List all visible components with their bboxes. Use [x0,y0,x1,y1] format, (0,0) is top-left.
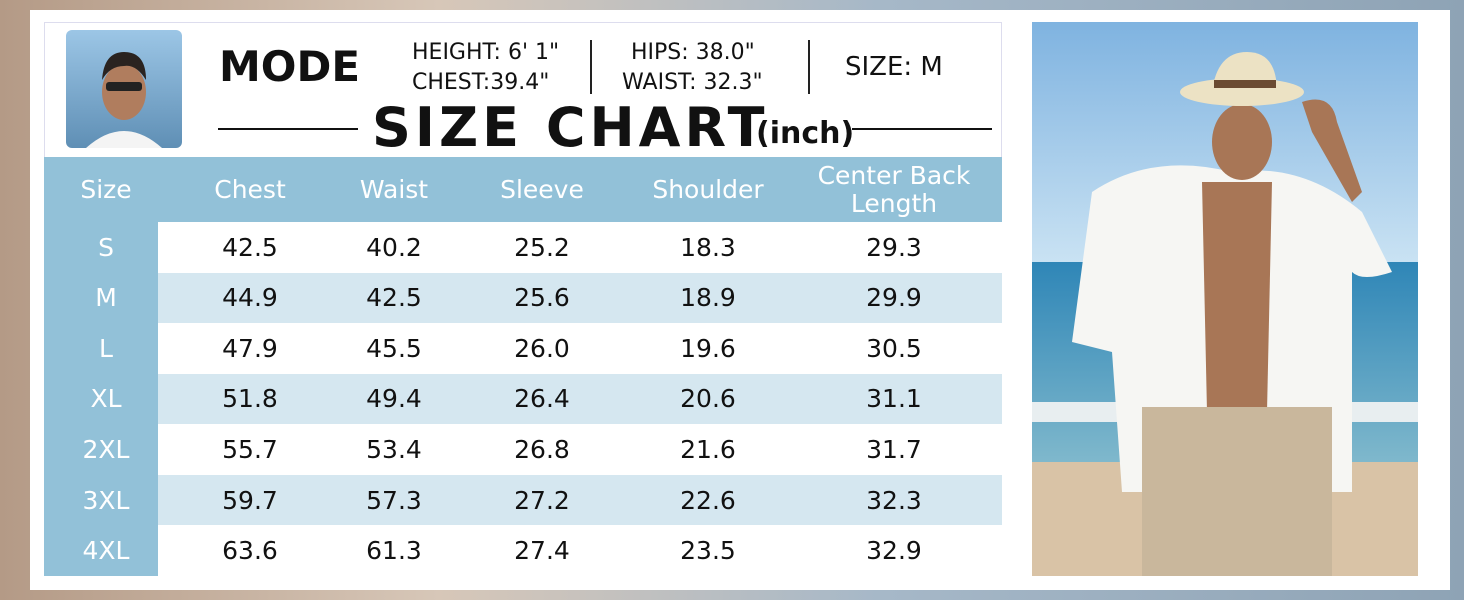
size-label: 4XL [82,536,130,566]
table-cell: 27.2 [514,485,570,515]
table-row [158,323,1002,374]
model-label: MODE [219,42,361,91]
table-cell: 21.6 [680,435,736,465]
size-label: 2XL [82,435,130,465]
table-cell: 31.7 [866,435,922,465]
model-size: SIZE: M [845,52,943,82]
table-cell: 32.9 [866,536,922,566]
table-cell: 57.3 [366,485,422,515]
title: SIZE CHART [372,96,769,159]
table-cell: 19.6 [680,333,736,363]
table-row [158,272,1002,324]
table-cell: 49.4 [366,384,422,414]
table-cell: 42.5 [222,232,278,262]
table-cell: 22.6 [680,485,736,515]
table-cell: 29.3 [866,232,922,262]
table-cell: 25.6 [514,283,570,313]
table-row [158,474,1002,526]
table-cell: 27.4 [514,536,570,566]
table-cell: 18.3 [680,232,736,262]
table-row [158,525,1002,576]
product-photo [1032,22,1418,576]
table-cell: 20.6 [680,384,736,414]
size-label: L [99,333,113,363]
divider [590,40,592,94]
table-cell: 55.7 [222,435,278,465]
model-avatar [66,30,182,148]
divider [808,40,810,94]
column-header: Waist [359,174,429,204]
column-header: Size [80,174,132,204]
table-cell: 45.5 [366,333,422,363]
rule [852,128,992,130]
table-cell: 25.2 [514,232,570,262]
column-header: Chest [214,174,286,204]
size-label: 3XL [82,485,130,515]
table-cell: 44.9 [222,283,278,313]
header-row [44,157,1002,222]
size-label: M [95,283,117,313]
table-cell: 23.5 [680,536,736,566]
size-label: XL [90,384,122,414]
table-cell: 51.8 [222,384,278,414]
table-cell: 40.2 [366,232,422,262]
table-row [158,222,1002,273]
table-cell: 42.5 [366,283,422,313]
table-cell: 63.6 [222,536,278,566]
size-label: S [98,232,114,262]
model-chest: CHEST:39.4" [412,70,550,95]
column-header: Shoulder [652,174,764,204]
table-cell: 26.4 [514,384,570,414]
size-table: Size Chest Waist Sleeve Shoulder Center Back … [44,157,1002,576]
table-cell: 30.5 [866,333,922,363]
rule [218,128,358,130]
table-cell: 59.7 [222,485,278,515]
table-row [158,373,1002,425]
size-column [44,222,158,576]
model-hips: HIPS: 38.0" [631,40,755,65]
table-cell: 53.4 [366,435,422,465]
table-row [158,424,1002,475]
column-header: Center Back Length [817,160,971,218]
table-cell: 26.0 [514,333,570,363]
table-cell: 32.3 [866,485,922,515]
table-cell: 31.1 [866,384,922,414]
table-cell: 26.8 [514,435,570,465]
model-waist: WAIST: 32.3" [622,70,763,95]
unit: (inch) [756,116,855,151]
table-cell: 61.3 [366,536,422,566]
table-cell: 47.9 [222,333,278,363]
table-cell: 18.9 [680,283,736,313]
column-header: Sleeve [500,174,584,204]
table-cell: 29.9 [866,283,922,313]
model-height: HEIGHT: 6' 1" [412,40,560,65]
